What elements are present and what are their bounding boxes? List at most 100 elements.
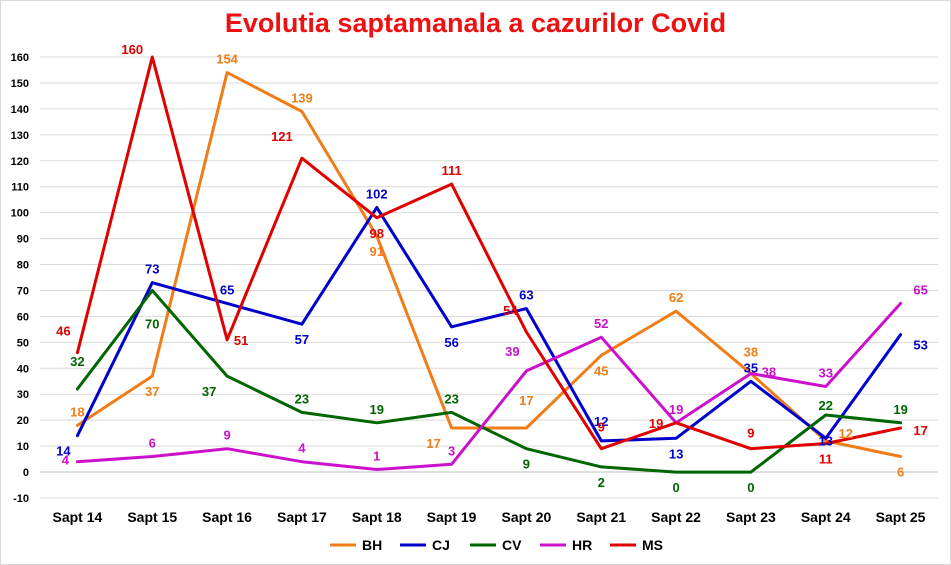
data-label: 6 — [149, 435, 156, 450]
data-label: 39 — [505, 344, 519, 359]
data-label: 12 — [839, 426, 853, 441]
data-label: 102 — [366, 186, 388, 201]
data-label: 17 — [913, 423, 927, 438]
series-line-ms — [75, 55, 903, 451]
legend-label-hr: HR — [572, 537, 592, 553]
data-label: 63 — [519, 288, 533, 303]
y-tick-label: 10 — [17, 441, 29, 453]
data-label: 62 — [669, 290, 683, 305]
x-tick-label: Sapt 19 — [427, 509, 477, 525]
x-tick-label: Sapt 18 — [352, 509, 402, 525]
data-label: 33 — [819, 365, 833, 380]
data-label: 19 — [370, 402, 384, 417]
y-tick-label: 40 — [17, 363, 29, 375]
x-tick-label: Sapt 21 — [576, 509, 626, 525]
y-tick-label: 80 — [17, 260, 29, 272]
y-tick-label: 30 — [17, 389, 29, 401]
series-line-hr — [75, 301, 903, 471]
x-tick-label: Sapt 14 — [53, 509, 103, 525]
y-tick-label: 60 — [17, 311, 29, 323]
data-label: 37 — [202, 384, 216, 399]
y-tick-label: 110 — [11, 182, 29, 194]
data-label: 53 — [913, 338, 927, 353]
data-label: 98 — [370, 226, 384, 241]
data-label: 32 — [70, 354, 84, 369]
y-tick-label: 70 — [17, 285, 29, 297]
legend-label-ms: MS — [642, 537, 663, 553]
y-tick-label: 100 — [11, 208, 29, 220]
data-label: 111 — [441, 163, 461, 178]
x-tick-label: Sapt 24 — [801, 509, 851, 525]
data-label: 17 — [426, 436, 440, 451]
data-label: 13 — [669, 446, 683, 461]
data-label: 65 — [913, 282, 927, 297]
y-tick-label: 150 — [11, 78, 29, 90]
data-label: 73 — [145, 262, 159, 277]
legend-label-cj: CJ — [432, 537, 450, 553]
series-line-cj — [75, 206, 903, 443]
data-label: 9 — [598, 420, 605, 435]
data-label: 45 — [594, 363, 608, 378]
y-tick-label: 0 — [23, 467, 29, 479]
x-tick-label: Sapt 17 — [277, 509, 327, 525]
data-label: 4 — [62, 453, 70, 468]
axes: -100102030405060708090100110120130140150… — [11, 52, 938, 525]
data-label: 9 — [747, 426, 754, 441]
y-tick-label: 50 — [17, 337, 29, 349]
x-tick-label: Sapt 16 — [202, 509, 252, 525]
x-tick-label: Sapt 15 — [127, 509, 177, 525]
y-tick-label: 90 — [17, 234, 29, 246]
data-label: 23 — [444, 391, 458, 406]
y-tick-label: -10 — [13, 493, 29, 505]
x-tick-label: Sapt 25 — [876, 509, 926, 525]
data-label: 38 — [744, 344, 758, 359]
data-label: 38 — [762, 364, 776, 379]
data-label: 35 — [744, 360, 758, 375]
data-label: 23 — [295, 391, 309, 406]
data-label: 0 — [672, 480, 679, 495]
data-label: 56 — [444, 335, 458, 350]
data-label: 9 — [523, 457, 530, 472]
y-tick-label: 160 — [11, 52, 29, 64]
data-label: 3 — [448, 443, 455, 458]
data-label: 52 — [594, 316, 608, 331]
data-label: 91 — [370, 244, 384, 259]
data-label: 9 — [223, 428, 230, 443]
data-label: 46 — [56, 324, 70, 339]
data-label: 14 — [56, 444, 71, 459]
data-label: 2 — [598, 475, 605, 490]
y-tick-label: 130 — [11, 130, 29, 142]
x-tick-label: Sapt 23 — [726, 509, 776, 525]
data-label: 12 — [594, 414, 608, 429]
series-line-bh — [75, 71, 903, 458]
data-label: 17 — [519, 393, 533, 408]
data-label: 51 — [234, 333, 248, 348]
y-tick-label: 120 — [11, 156, 29, 168]
data-label: 0 — [747, 480, 754, 495]
data-label: 11 — [819, 452, 833, 467]
data-labels: 1837154139911717456238126147365571025663… — [56, 42, 928, 495]
data-label: 160 — [121, 42, 143, 57]
data-label: 70 — [145, 316, 159, 331]
data-label: 37 — [145, 384, 159, 399]
data-label: 4 — [298, 441, 306, 456]
data-label: 1 — [373, 448, 380, 463]
y-tick-label: 20 — [17, 415, 29, 427]
legend-label-cv: CV — [502, 537, 522, 553]
data-label: 6 — [897, 464, 904, 479]
data-label: 18 — [70, 404, 84, 419]
data-label: 121 — [271, 129, 293, 144]
data-label: 139 — [291, 90, 313, 105]
series-line-cv — [75, 289, 903, 474]
data-label: 65 — [220, 282, 234, 297]
chart-title: Evolutia saptamanala a cazurilor Covid — [224, 8, 727, 38]
x-tick-label: Sapt 22 — [651, 509, 701, 525]
y-tick-label: 140 — [11, 104, 29, 116]
data-label: 19 — [893, 402, 907, 417]
data-label: 19 — [669, 402, 683, 417]
data-label: 13 — [819, 433, 833, 448]
series-lines — [75, 55, 903, 474]
data-label: 22 — [819, 398, 833, 413]
